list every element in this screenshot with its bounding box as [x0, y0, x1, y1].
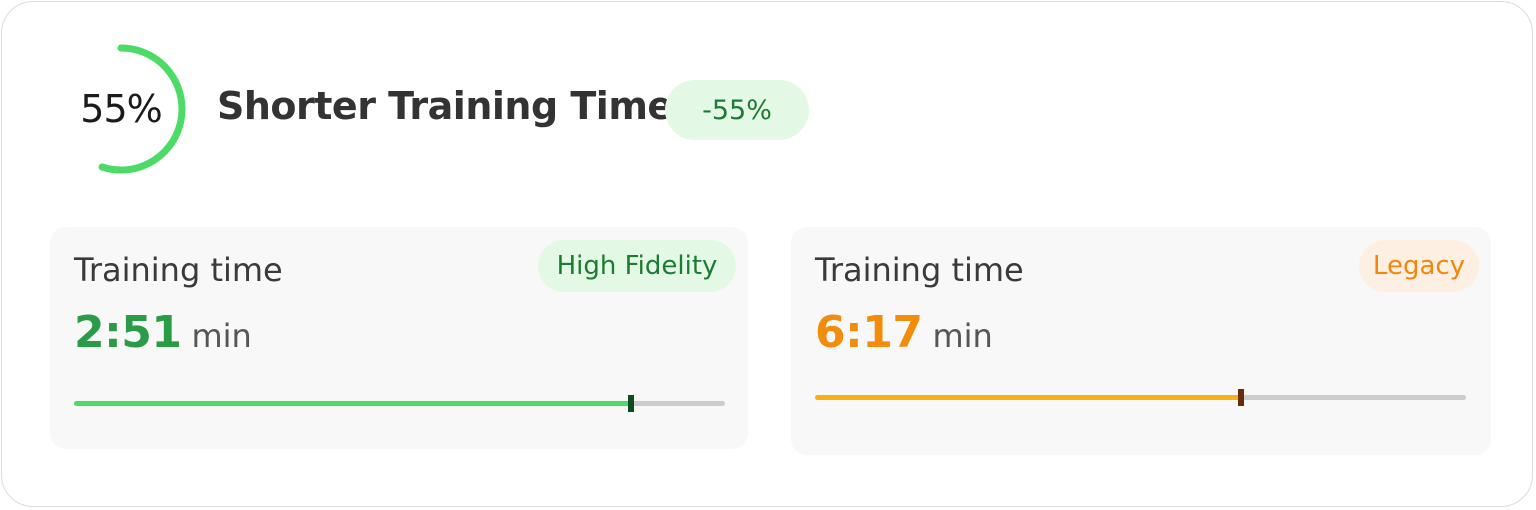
progress-marker: [627, 395, 634, 412]
progress-ring: [56, 44, 186, 174]
panel-title: Training time: [815, 251, 1024, 289]
progress-fill: [815, 395, 1242, 400]
time-unit: min: [191, 317, 252, 355]
progress-track: [74, 395, 725, 412]
training-time-value: 6:17 min: [815, 307, 993, 358]
high-fidelity-panel: Training time High Fidelity 2:51 min: [50, 227, 748, 449]
time-unit: min: [932, 317, 993, 355]
panel-title: Training time: [74, 251, 283, 289]
time-number: 6:17: [815, 307, 923, 358]
training-time-value: 2:51 min: [74, 307, 252, 358]
high-fidelity-badge: High Fidelity: [538, 240, 736, 292]
progress-track: [815, 389, 1466, 406]
legacy-badge: Legacy: [1359, 240, 1479, 292]
delta-badge: -55%: [665, 80, 809, 140]
progress-fill: [74, 401, 631, 406]
page-title: Shorter Training Time: [217, 84, 673, 128]
time-number: 2:51: [74, 307, 182, 358]
ring-percentage-label: 55%: [80, 87, 162, 131]
progress-marker: [1238, 389, 1245, 406]
legacy-panel: Training time Legacy 6:17 min: [791, 227, 1491, 455]
